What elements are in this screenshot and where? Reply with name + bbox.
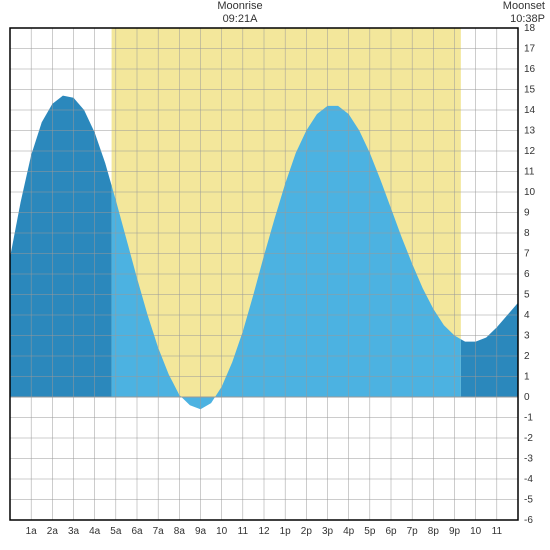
- svg-text:8a: 8a: [174, 526, 186, 537]
- svg-text:6a: 6a: [131, 526, 143, 537]
- svg-text:11: 11: [524, 167, 535, 178]
- svg-text:13: 13: [524, 126, 536, 137]
- svg-text:1p: 1p: [280, 526, 292, 537]
- svg-text:5: 5: [524, 290, 530, 301]
- svg-text:8: 8: [524, 228, 530, 239]
- tide-chart-svg: 1817161514131211109876543210-1-2-3-4-5-6…: [0, 0, 550, 550]
- svg-text:5a: 5a: [110, 526, 122, 537]
- svg-text:16: 16: [524, 64, 536, 75]
- svg-text:1a: 1a: [26, 526, 38, 537]
- svg-text:-6: -6: [524, 515, 533, 526]
- svg-text:12: 12: [258, 526, 270, 537]
- svg-text:-3: -3: [524, 454, 533, 465]
- svg-text:11: 11: [238, 526, 249, 537]
- svg-text:9p: 9p: [449, 526, 461, 537]
- svg-text:2: 2: [524, 351, 530, 362]
- svg-text:-5: -5: [524, 495, 533, 506]
- svg-text:-1: -1: [524, 413, 533, 424]
- svg-text:5p: 5p: [364, 526, 376, 537]
- svg-text:-4: -4: [524, 474, 533, 485]
- svg-text:14: 14: [524, 105, 536, 116]
- svg-text:3p: 3p: [322, 526, 334, 537]
- svg-text:10: 10: [524, 187, 536, 198]
- svg-text:-2: -2: [524, 433, 533, 444]
- svg-text:17: 17: [524, 44, 536, 55]
- tide-chart-container: Moonrise 09:21A Moonset 10:38P 181716151…: [0, 0, 550, 550]
- svg-text:4p: 4p: [343, 526, 355, 537]
- svg-text:9a: 9a: [195, 526, 207, 537]
- svg-text:7a: 7a: [153, 526, 165, 537]
- svg-text:4a: 4a: [89, 526, 101, 537]
- svg-text:0: 0: [524, 392, 530, 403]
- svg-text:1: 1: [524, 372, 530, 383]
- svg-text:7p: 7p: [407, 526, 419, 537]
- svg-text:4: 4: [524, 310, 530, 321]
- svg-text:6: 6: [524, 269, 530, 280]
- svg-text:2a: 2a: [47, 526, 59, 537]
- svg-text:9: 9: [524, 208, 530, 219]
- svg-text:10: 10: [216, 526, 228, 537]
- svg-text:15: 15: [524, 85, 536, 96]
- svg-text:18: 18: [524, 23, 536, 34]
- svg-text:3: 3: [524, 331, 530, 342]
- svg-text:12: 12: [524, 146, 536, 157]
- svg-text:7: 7: [524, 249, 530, 260]
- svg-text:3a: 3a: [68, 526, 80, 537]
- svg-text:11: 11: [492, 526, 503, 537]
- svg-text:10: 10: [470, 526, 482, 537]
- svg-text:2p: 2p: [301, 526, 313, 537]
- svg-text:8p: 8p: [428, 526, 440, 537]
- svg-text:6p: 6p: [385, 526, 397, 537]
